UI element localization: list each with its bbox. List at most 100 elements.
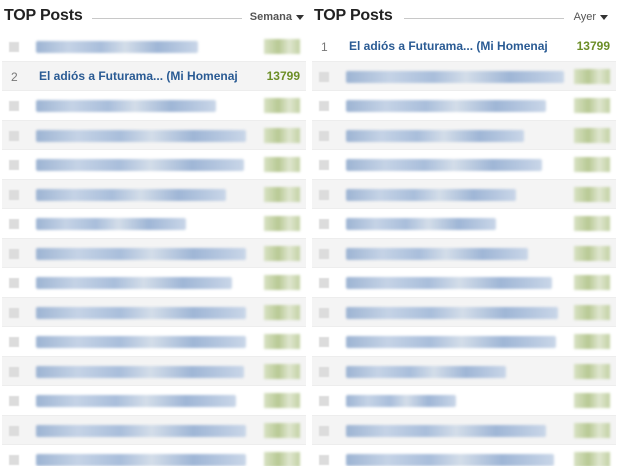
redacted-rank	[9, 219, 19, 229]
panel-header: TOP Posts Semana	[2, 0, 306, 32]
redacted-title	[36, 395, 236, 407]
post-rank: 1	[321, 40, 328, 54]
redacted-score	[574, 275, 610, 290]
redacted-score	[264, 186, 300, 202]
redacted-title	[346, 277, 552, 289]
redacted-title	[36, 424, 246, 437]
list-item[interactable]	[312, 91, 616, 121]
redacted-score	[264, 393, 300, 408]
redacted-score	[264, 275, 300, 290]
redacted-title	[346, 100, 546, 112]
list-item[interactable]	[2, 179, 306, 209]
redacted-title	[36, 41, 198, 53]
list-item[interactable]	[2, 386, 306, 416]
list-item[interactable]	[2, 297, 306, 327]
redacted-rank	[9, 455, 19, 465]
redacted-rank	[9, 425, 19, 436]
redacted-rank	[9, 337, 19, 347]
redacted-rank	[319, 219, 329, 229]
redacted-title	[36, 218, 186, 230]
list-item[interactable]	[2, 327, 306, 357]
redacted-score	[574, 422, 610, 438]
post-title-link[interactable]: El adiós a Futurama... (Mi Homenaj	[39, 68, 238, 83]
list-item[interactable]: 1 El adiós a Futurama... (Mi Homenaj 137…	[312, 32, 616, 62]
list-item[interactable]	[312, 386, 616, 416]
redacted-score	[264, 334, 300, 349]
redacted-score	[264, 363, 300, 379]
redacted-score	[264, 216, 300, 231]
redacted-title	[36, 277, 232, 289]
list-item[interactable]	[312, 150, 616, 180]
redacted-score	[574, 363, 610, 379]
redacted-title	[36, 247, 246, 260]
list-item[interactable]	[312, 356, 616, 386]
header-divider	[92, 18, 242, 19]
redacted-score	[264, 304, 300, 320]
post-list: 1 El adiós a Futurama... (Mi Homenaj 137…	[312, 32, 616, 466]
redacted-score	[264, 422, 300, 438]
redacted-title	[346, 70, 564, 83]
redacted-title	[346, 454, 554, 466]
redacted-title	[36, 454, 246, 466]
redacted-title	[346, 218, 496, 230]
list-item[interactable]	[2, 415, 306, 445]
redacted-rank	[319, 455, 329, 465]
redacted-rank	[319, 278, 329, 288]
list-item[interactable]	[312, 209, 616, 239]
redacted-rank	[319, 71, 329, 82]
post-list: 2 El adiós a Futurama... (Mi Homenaj 137…	[2, 32, 306, 466]
list-item[interactable]	[2, 91, 306, 121]
redacted-score	[574, 127, 610, 143]
period-label: Semana	[249, 11, 292, 23]
list-item[interactable]	[312, 61, 616, 91]
list-item[interactable]	[2, 120, 306, 150]
list-item[interactable]	[2, 268, 306, 298]
list-item[interactable]	[312, 445, 616, 466]
redacted-score	[574, 452, 610, 466]
list-item[interactable]	[312, 297, 616, 327]
redacted-title	[346, 188, 516, 201]
redacted-title	[36, 129, 246, 142]
redacted-score	[574, 98, 610, 113]
top-posts-week-panel: TOP Posts Semana 2 El adiós a Futurama..…	[2, 0, 306, 466]
redacted-rank	[319, 248, 329, 259]
redacted-title	[36, 188, 226, 201]
redacted-rank	[319, 101, 329, 111]
redacted-rank	[9, 160, 19, 170]
list-item[interactable]	[2, 238, 306, 268]
redacted-score	[264, 127, 300, 143]
period-dropdown[interactable]: Ayer	[574, 11, 608, 23]
panel-title: TOP Posts	[314, 7, 393, 24]
panel-title: TOP Posts	[4, 7, 83, 24]
panel-header: TOP Posts Ayer	[312, 0, 616, 32]
list-item[interactable]	[312, 238, 616, 268]
redacted-score	[574, 157, 610, 172]
redacted-title	[346, 129, 524, 142]
redacted-title	[346, 365, 506, 378]
list-item[interactable]	[2, 445, 306, 466]
list-item[interactable]	[2, 209, 306, 239]
redacted-rank	[319, 130, 329, 141]
redacted-title	[36, 336, 246, 348]
post-title-link[interactable]: El adiós a Futurama... (Mi Homenaj	[349, 39, 548, 53]
redacted-rank	[9, 396, 19, 406]
redacted-score	[264, 245, 300, 261]
list-item[interactable]	[312, 327, 616, 357]
list-item[interactable]	[312, 179, 616, 209]
redacted-rank	[319, 160, 329, 170]
redacted-title	[36, 306, 246, 319]
redacted-score	[264, 98, 300, 113]
list-item[interactable]	[312, 268, 616, 298]
period-dropdown[interactable]: Semana	[250, 11, 304, 23]
list-item[interactable]	[312, 415, 616, 445]
caret-down-icon	[600, 14, 608, 20]
list-item[interactable]	[312, 120, 616, 150]
redacted-title	[36, 159, 244, 171]
header-divider	[404, 18, 564, 19]
list-item[interactable]	[2, 32, 306, 62]
redacted-title	[346, 306, 558, 319]
list-item[interactable]	[2, 150, 306, 180]
list-item[interactable]: 2 El adiós a Futurama... (Mi Homenaj 137…	[2, 61, 306, 91]
redacted-rank	[9, 278, 19, 288]
list-item[interactable]	[2, 356, 306, 386]
